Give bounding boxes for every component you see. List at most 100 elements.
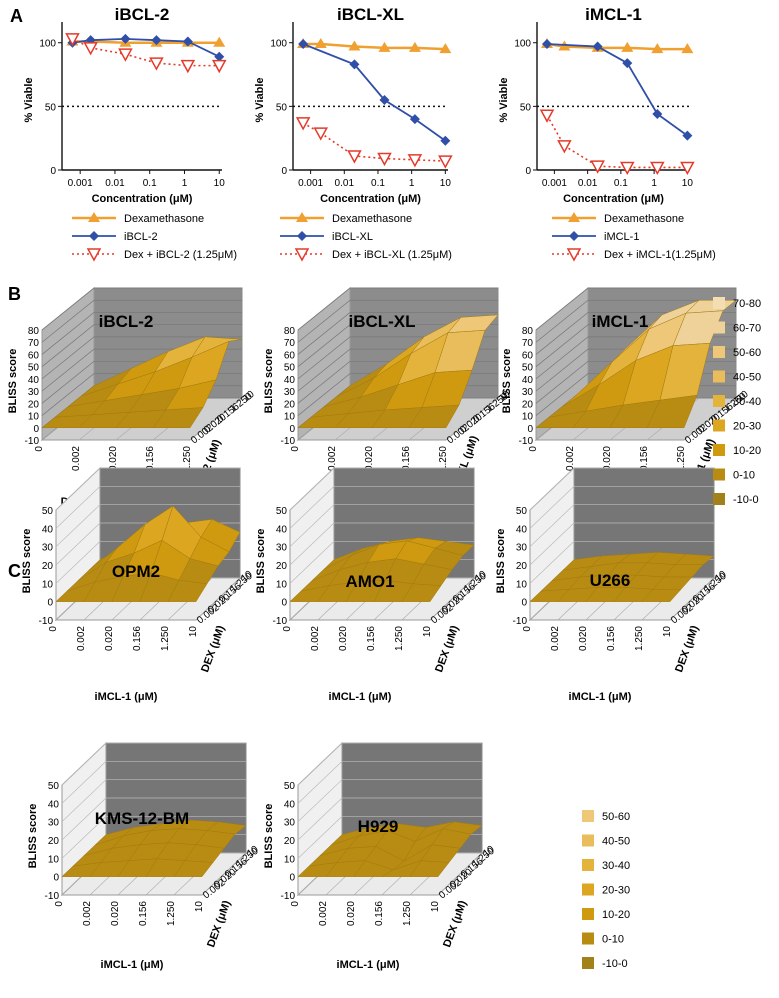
z-gridline xyxy=(529,485,714,529)
data-point xyxy=(348,40,361,51)
y-axis-label: DEX (μM) xyxy=(673,624,701,674)
x-tick-label: 0.002 xyxy=(565,446,576,471)
z-tick-label: 10 xyxy=(284,854,296,865)
data-point xyxy=(298,39,309,49)
legend-swatch xyxy=(713,346,725,358)
floor-gridline xyxy=(195,577,241,621)
z-axis-label: BLISS score xyxy=(501,349,513,414)
z-tick-label: 10 xyxy=(28,412,40,423)
legend-swatch xyxy=(713,419,725,432)
data-point xyxy=(349,59,360,70)
x-tick-label: 0 xyxy=(522,626,533,632)
z-tick-label: 20 xyxy=(516,561,528,572)
legend-label: Dexamethasone xyxy=(332,213,412,225)
x-tick-label: 0.020 xyxy=(364,446,375,471)
data-point xyxy=(379,95,390,105)
x-tick-label: 1 xyxy=(409,178,415,189)
legend-swatch xyxy=(582,883,594,896)
data-point xyxy=(118,48,133,62)
z-gridline xyxy=(529,540,714,584)
x-tick-label: 1.250 xyxy=(402,901,413,926)
x-tick-label: 0 xyxy=(34,446,45,452)
floor-gridline xyxy=(669,577,715,621)
chart-title: AMO1 xyxy=(345,572,394,591)
z-axis-label: BLISS score xyxy=(21,529,33,594)
legend-label: iBCL-XL xyxy=(332,231,373,243)
y-axis-label: DEX (μM) xyxy=(433,624,461,674)
x-tick-label: 0 xyxy=(282,626,293,632)
color-legend-b: 70-80 60-70 50-60 40-50 30-40 20-30 10-20 0-10 -… xyxy=(713,297,761,506)
z-tick-label: 10 xyxy=(42,579,54,590)
surface-patch xyxy=(401,583,442,602)
y-axis-label: % Viable xyxy=(254,77,266,122)
x-tick-label: 0.002 xyxy=(318,901,329,926)
x-tick-label: 10 xyxy=(662,626,673,638)
x-tick-label: 0.156 xyxy=(374,901,385,926)
x-tick-label: 0.002 xyxy=(550,626,561,651)
legend-swatch xyxy=(582,859,594,871)
data-point xyxy=(407,154,423,168)
chart-title: H929 xyxy=(358,817,399,836)
y-tick-label: 100 xyxy=(514,39,531,50)
z-tick-label: 40 xyxy=(42,524,54,535)
z-tick-label: -10 xyxy=(281,891,296,902)
z-tick-label: 40 xyxy=(48,799,60,810)
x-tick-label: 0.156 xyxy=(401,446,412,471)
y-axis-label: DEX (μM) xyxy=(199,624,227,674)
surface-patch xyxy=(646,394,698,429)
z-tick-label: -10 xyxy=(273,616,288,627)
data-point xyxy=(652,109,663,119)
z-gridline xyxy=(41,299,242,343)
z-tick-label: 10 xyxy=(284,412,296,423)
chart-title: iMCL-1 xyxy=(585,5,642,24)
legend-label: 40-50 xyxy=(602,836,630,848)
x-tick-label: 0 xyxy=(54,901,65,907)
data-point xyxy=(592,41,603,52)
z-tick-label: 20 xyxy=(522,399,534,410)
surface-patch xyxy=(173,860,214,877)
y-tick-label: 0 xyxy=(281,166,287,177)
data-point xyxy=(211,59,227,74)
chart-title: U266 xyxy=(590,571,631,590)
z-tick-label: -10 xyxy=(519,436,534,447)
z-tick-label: 0 xyxy=(289,424,295,435)
z-tick-label: 80 xyxy=(522,326,534,337)
z-tick-label: 50 xyxy=(276,506,288,517)
y-tick-label: 0 xyxy=(50,166,56,177)
chart-title: iBCL-XL xyxy=(337,5,404,24)
data-point xyxy=(347,150,362,164)
data-point xyxy=(590,160,605,174)
dose-response-chart-2: iBCL-XL 0 50 100 0.001 0.01 0.1 1 10 Concentratio… xyxy=(254,5,453,262)
z-tick-label: 40 xyxy=(284,375,296,386)
color-legend-c: 50-60 40-50 30-40 20-30 10-20 0-10 -10-0 xyxy=(582,810,630,970)
data-point xyxy=(408,41,421,52)
x-tick-label: 10 xyxy=(440,178,452,189)
x-axis-label: iMCL-1 (μM) xyxy=(329,691,392,703)
z-gridline xyxy=(297,312,498,355)
floor-gridline xyxy=(437,852,483,896)
legend-label: Dex + iBCL-XL (1.25μM) xyxy=(332,249,452,261)
legend-label: -10-0 xyxy=(733,494,759,506)
legend-label: 20-30 xyxy=(602,885,630,897)
z-tick-label: 20 xyxy=(28,399,40,410)
x-tick-label: 0.002 xyxy=(82,901,93,926)
data-point xyxy=(680,161,695,176)
z-axis-label: BLISS score xyxy=(27,804,39,869)
z-gridline xyxy=(41,287,242,331)
chart-title: iBCL-2 xyxy=(115,5,170,24)
data-point xyxy=(149,57,164,71)
surface-patch xyxy=(167,579,208,602)
legend-label: 0-10 xyxy=(602,934,624,946)
x-axis-label: Concentration (μM) xyxy=(92,193,193,205)
z-tick-label: 50 xyxy=(48,781,60,792)
z-gridline xyxy=(529,504,714,547)
x-axis-label: iMCL-1 (μM) xyxy=(101,959,164,971)
x-tick-label: 10 xyxy=(194,901,205,913)
x-tick-label: 1.250 xyxy=(676,446,687,471)
x-tick-label: 1.250 xyxy=(166,901,177,926)
z-tick-label: 0 xyxy=(527,424,533,435)
data-point xyxy=(213,36,226,47)
data-point xyxy=(65,33,80,47)
